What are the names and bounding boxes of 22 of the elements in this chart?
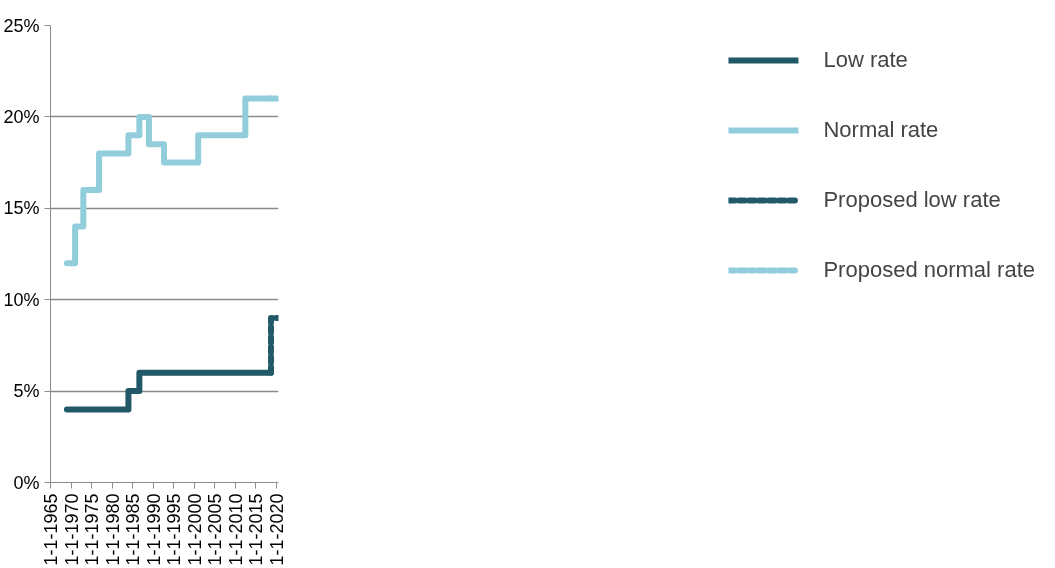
x-tick-label: 1-1-2000: [184, 493, 205, 566]
x-tick-label: 1-1-2010: [225, 493, 246, 566]
x-tick-label: 1-1-2005: [205, 493, 226, 566]
legend-label: Proposed normal rate: [823, 257, 1035, 283]
y-tick-label: 0%: [13, 472, 40, 493]
x-tick-label: 1-1-1970: [61, 493, 82, 566]
x-tick-label: 1-1-1975: [82, 493, 103, 566]
x-tick-label: 1-1-2020: [266, 493, 287, 566]
y-tick-label: 20%: [3, 106, 40, 127]
x-tick-label: 1-1-1990: [143, 493, 164, 566]
x-tick-label: 1-1-1995: [164, 493, 185, 566]
x-tick-label: 1-1-1980: [102, 493, 123, 566]
y-tick-label: 5%: [13, 381, 40, 402]
legend-label: Low rate: [823, 47, 908, 73]
x-tick-label: 1-1-1985: [123, 493, 144, 566]
y-tick-label: 15%: [3, 198, 40, 219]
legend-label: Normal rate: [823, 117, 939, 143]
x-tick-label: 1-1-2015: [246, 493, 267, 566]
y-tick-label: 25%: [3, 15, 40, 36]
y-tick-label: 10%: [3, 289, 40, 310]
x-tick-label: 1-1-1965: [41, 493, 61, 566]
legend-label: Proposed low rate: [823, 187, 1001, 213]
